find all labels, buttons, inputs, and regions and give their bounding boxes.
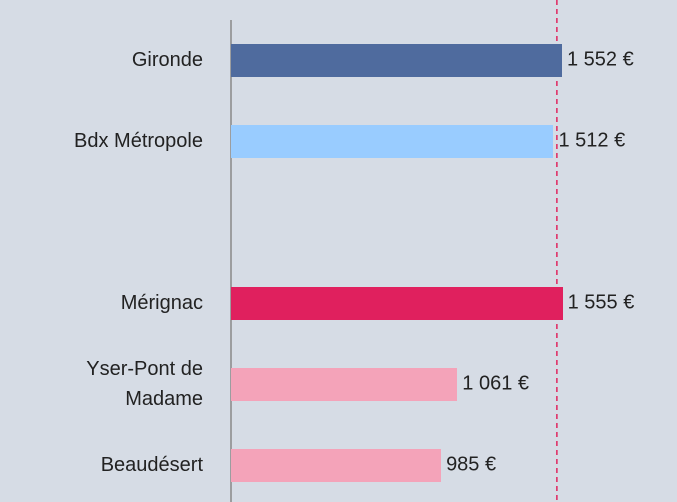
category-label: Yser-Pont de Madame — [86, 358, 203, 410]
category-label: Gironde — [131, 49, 203, 71]
value-label: 1 552 € — [567, 48, 634, 71]
value-label: 1 061 € — [462, 372, 530, 395]
value-label: 1 555 € — [567, 291, 635, 314]
bar — [231, 286, 563, 320]
category-label: Bdx Métropole — [74, 130, 203, 152]
category-label: Beaudésert — [100, 454, 203, 476]
bar — [231, 448, 442, 482]
bar — [231, 43, 562, 77]
bar — [231, 124, 554, 158]
value-label: 1 512 € — [558, 129, 626, 152]
value-label: 985 € — [446, 453, 497, 476]
bar — [231, 367, 458, 401]
category-label: Mérignac — [120, 292, 203, 314]
